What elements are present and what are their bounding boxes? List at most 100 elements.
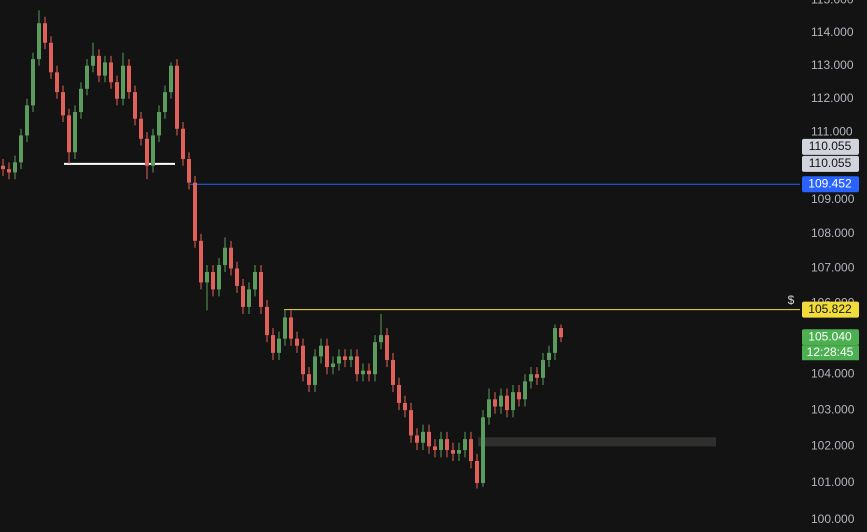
candle-body (91, 55, 95, 66)
candle-body (241, 285, 245, 307)
candle-body (397, 384, 401, 403)
candle-body (139, 118, 143, 139)
candle-body (277, 338, 281, 353)
candle-body (439, 439, 443, 451)
price-tag (802, 155, 859, 172)
candle-body (145, 138, 149, 166)
candle-body (235, 268, 239, 286)
candle-body (31, 59, 35, 106)
candle-body (85, 65, 89, 89)
price-tag-label: 105.822 (808, 302, 852, 316)
y-tick-label: 115.000 (811, 0, 854, 7)
candle-body (49, 42, 53, 73)
candle-body (109, 62, 113, 83)
price-tag-label: 110.055 (809, 139, 852, 153)
candle-body (331, 363, 335, 368)
candle-body (385, 335, 389, 360)
candle-body (289, 317, 293, 339)
y-tick-label: 101.000 (811, 475, 855, 489)
y-tick-label: 114.000 (811, 25, 854, 39)
candle-body (121, 65, 125, 99)
candle-body (451, 450, 455, 454)
candle-body (415, 435, 419, 443)
price-tag (802, 301, 859, 318)
candle-body (229, 247, 233, 269)
candle-body (475, 460, 479, 484)
candle-body (373, 342, 377, 375)
candle-body (25, 105, 29, 136)
candle-body (1, 165, 5, 170)
candle-body (175, 65, 179, 129)
y-tick-label: 111.000 (811, 124, 853, 138)
price-tag (802, 176, 859, 193)
candle-body (487, 399, 491, 418)
candle-body (283, 317, 287, 339)
countdown-tag (802, 345, 859, 361)
candle-body (169, 65, 173, 93)
candle-body (301, 345, 305, 375)
candle-body (481, 417, 485, 484)
candle-body (259, 271, 263, 307)
candle-body (427, 431, 431, 447)
candle-body (295, 338, 299, 346)
candle-body (151, 135, 155, 166)
y-tick-label: 113.000 (811, 58, 854, 72)
y-tick-label: 112.000 (811, 91, 854, 105)
candle-body (547, 352, 551, 360)
candle-body (19, 135, 23, 163)
candle-body (493, 399, 497, 407)
candle-body (253, 271, 257, 290)
candle-body (463, 439, 467, 451)
candle-body (433, 446, 437, 451)
candle-body (79, 88, 83, 113)
candle-body (37, 23, 41, 60)
candle-body (511, 392, 515, 411)
price-tag (802, 138, 859, 155)
candle-body (193, 182, 197, 241)
candle-body (535, 374, 539, 378)
candle-body (157, 112, 161, 136)
candle-body (403, 402, 407, 411)
candle-body (523, 381, 527, 400)
candle-body (127, 65, 131, 93)
candle-body (187, 158, 191, 183)
candle-body (163, 92, 167, 113)
price-tag-label: 105.040 (808, 329, 852, 343)
candle-body (307, 374, 311, 385)
candle-body (505, 395, 509, 411)
candle-body (529, 374, 533, 382)
candle-body (217, 265, 221, 290)
candle-body (43, 23, 47, 43)
y-tick-label: 108.000 (811, 226, 855, 240)
candle-body (367, 370, 371, 375)
candle-body (67, 115, 71, 153)
candle-body (337, 356, 341, 364)
candle-body (499, 395, 503, 407)
candle-body (13, 162, 17, 173)
candle-body (409, 410, 413, 436)
y-tick-label: 102.000 (811, 439, 855, 453)
candle-body (391, 359, 395, 385)
candle-body (205, 271, 209, 283)
y-tick-label: 100.000 (811, 512, 855, 526)
candle-body (313, 356, 317, 385)
price-tag-label: 110.055 (809, 156, 852, 170)
countdown-label: 12:28:45 (807, 345, 854, 359)
candle-body (349, 356, 353, 360)
candle-body (247, 289, 251, 307)
candle-body (559, 328, 563, 338)
candle-body (553, 328, 557, 353)
price-tag (802, 329, 859, 346)
candle-body (199, 240, 203, 283)
candle-body (7, 169, 11, 173)
candle-body (223, 247, 227, 266)
candle-body (115, 82, 119, 99)
y-tick-label: 103.000 (811, 402, 855, 416)
candle-body (181, 128, 185, 159)
candle-body (271, 335, 275, 353)
candle-body (517, 392, 521, 400)
candle-body (103, 62, 107, 76)
candle-body (421, 431, 425, 443)
